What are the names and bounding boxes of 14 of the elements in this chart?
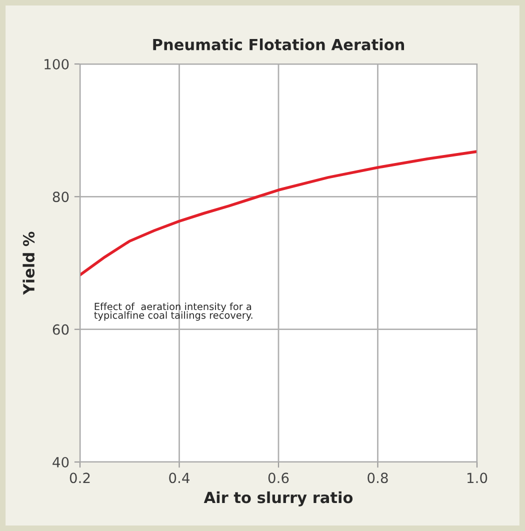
x-tick-label: 0.8 — [368, 472, 388, 484]
chart-title: Pneumatic Flotation Aeration — [153, 38, 404, 50]
y-axis-title: Yield % — [22, 232, 35, 295]
y-tick-label: 100 — [44, 58, 69, 70]
x-tick-label: 0.4 — [169, 472, 190, 484]
line-series — [80, 150, 477, 276]
y-tick-label: 60 — [52, 324, 69, 335]
x-tick-label: 0.6 — [268, 472, 289, 484]
y-tick-label: 80 — [52, 192, 69, 202]
x-tick-label: 1.0 — [467, 472, 488, 484]
y-tick-label: 40 — [52, 456, 69, 468]
x-tick-label: 0.2 — [70, 472, 90, 484]
annotation: Effect of aeration intensity for a typicalfine coal tailings recovery. — [94, 302, 252, 321]
x-axis-title: Air to slurry ratio — [204, 491, 353, 506]
